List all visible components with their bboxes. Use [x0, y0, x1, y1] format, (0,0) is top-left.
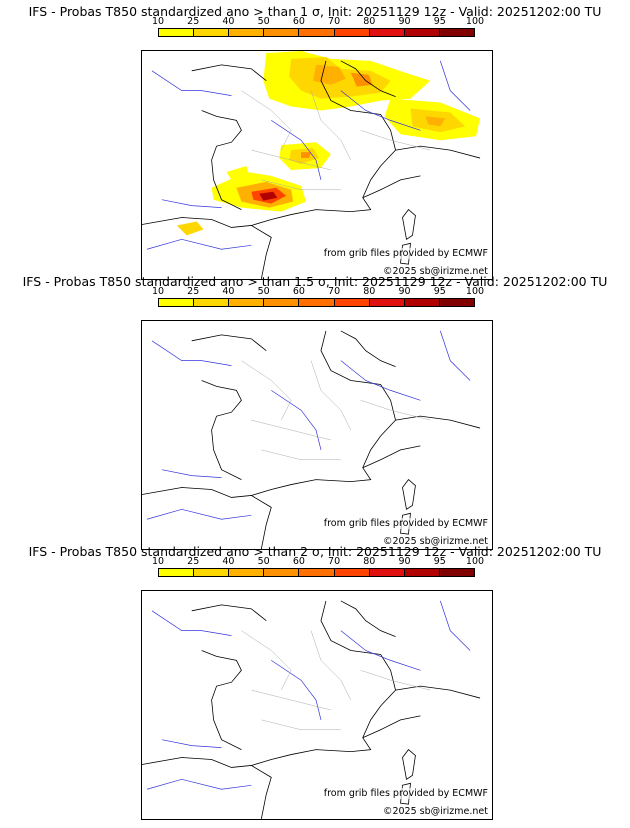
probability-map: from grib files provided by ECMWF ©2025 …	[141, 50, 493, 280]
country-borders	[142, 600, 481, 819]
source-note: from grib files provided by ECMWF	[323, 248, 488, 259]
panel-title: IFS - Probas T850 standardized ano > tha…	[28, 4, 602, 19]
colorbar-segment	[334, 569, 370, 576]
colorbar-tick: 40	[222, 16, 235, 27]
colorbar-tick: 10	[151, 286, 165, 297]
colorbar	[158, 28, 475, 37]
colorbar-tick: 80	[363, 556, 376, 567]
colorbar-segment	[264, 299, 300, 306]
colorbar-tick: 80	[363, 16, 376, 27]
colorbar-tick: 95	[433, 286, 446, 297]
colorbar-ticks: 10 25 40 50 60 70 80 90 95 100	[152, 286, 484, 298]
map-canvas	[142, 330, 481, 549]
colorbar	[158, 568, 475, 577]
copyright-note: ©2025 sb@irizme.net	[382, 266, 488, 277]
colorbar-segment	[334, 29, 370, 36]
colorbar-tick: 100	[465, 286, 485, 297]
colorbar-tick: 90	[398, 556, 411, 567]
colorbar-segment	[194, 299, 230, 306]
colorbar-tick: 60	[292, 16, 305, 27]
colorbar-segment	[404, 299, 440, 306]
colorbar-tick: 70	[328, 556, 341, 567]
colorbar-tick: 100	[465, 16, 485, 27]
map-canvas	[142, 51, 481, 279]
colorbar-segment	[369, 29, 405, 36]
panel-title: IFS - Probas T850 standardized ano > tha…	[22, 274, 608, 289]
panel-title: IFS - Probas T850 standardized ano > tha…	[28, 544, 602, 559]
colorbar-tick: 80	[363, 286, 376, 297]
colorbar-tick: 60	[292, 286, 305, 297]
colorbar-segment	[439, 569, 474, 576]
colorbar-segment	[159, 29, 195, 36]
river-lines	[146, 60, 471, 250]
colorbar-tick: 60	[292, 556, 305, 567]
colorbar-tick: 50	[257, 286, 270, 297]
copyright-note: ©2025 sb@irizme.net	[382, 806, 488, 817]
probability-map: from grib files provided by ECMWF ©2025 …	[141, 590, 493, 820]
colorbar-segment	[369, 569, 405, 576]
source-note: from grib files provided by ECMWF	[323, 788, 488, 799]
forecast-panel-3: IFS - Probas T850 standardized ano > tha…	[0, 544, 630, 820]
forecast-panel-2: IFS - Probas T850 standardized ano > tha…	[0, 274, 630, 550]
colorbar-segment	[159, 299, 195, 306]
colorbar-segment	[439, 299, 474, 306]
country-borders	[142, 330, 481, 549]
map-canvas	[142, 600, 481, 819]
probability-map: from grib files provided by ECMWF ©2025 …	[141, 320, 493, 550]
colorbar	[158, 298, 475, 307]
colorbar-segment	[229, 29, 265, 36]
colorbar-segment	[334, 299, 370, 306]
region-lines	[241, 90, 431, 191]
colorbar-segment	[229, 569, 265, 576]
colorbar-tick: 25	[187, 286, 200, 297]
colorbar-segment	[299, 569, 335, 576]
colorbar-segment	[194, 29, 230, 36]
colorbar-tick: 25	[187, 556, 200, 567]
forecast-panel-1: IFS - Probas T850 standardized ano > tha…	[0, 4, 630, 280]
colorbar-tick: 10	[151, 556, 165, 567]
colorbar-tick: 25	[187, 16, 200, 27]
colorbar-tick: 90	[398, 16, 411, 27]
source-note: from grib files provided by ECMWF	[323, 518, 488, 529]
river-lines	[146, 330, 471, 520]
colorbar-tick: 95	[433, 16, 446, 27]
region-lines	[241, 360, 431, 461]
colorbar-tick: 40	[222, 556, 235, 567]
colorbar-segment	[369, 299, 405, 306]
colorbar-ticks: 10 25 40 50 60 70 80 90 95 100	[152, 556, 484, 568]
colorbar-tick: 95	[433, 556, 446, 567]
colorbar-segment	[264, 569, 300, 576]
colorbar-tick: 10	[151, 16, 165, 27]
anomaly-areas	[176, 51, 481, 236]
colorbar-tick: 100	[465, 556, 485, 567]
colorbar-segment	[159, 569, 195, 576]
colorbar-tick: 70	[328, 16, 341, 27]
colorbar-tick: 40	[222, 286, 235, 297]
colorbar-segment	[229, 299, 265, 306]
copyright-note: ©2025 sb@irizme.net	[382, 536, 488, 547]
colorbar-ticks: 10 25 40 50 60 70 80 90 95 100	[152, 16, 484, 28]
colorbar-segment	[299, 29, 335, 36]
region-lines	[241, 630, 431, 731]
colorbar-segment	[404, 29, 440, 36]
colorbar-tick: 50	[257, 16, 270, 27]
colorbar-tick: 50	[257, 556, 270, 567]
colorbar-segment	[439, 29, 474, 36]
colorbar-tick: 90	[398, 286, 411, 297]
colorbar-tick: 70	[328, 286, 341, 297]
river-lines	[146, 600, 471, 790]
colorbar-segment	[404, 569, 440, 576]
country-borders	[142, 60, 481, 279]
colorbar-segment	[299, 299, 335, 306]
colorbar-segment	[264, 29, 300, 36]
colorbar-segment	[194, 569, 230, 576]
